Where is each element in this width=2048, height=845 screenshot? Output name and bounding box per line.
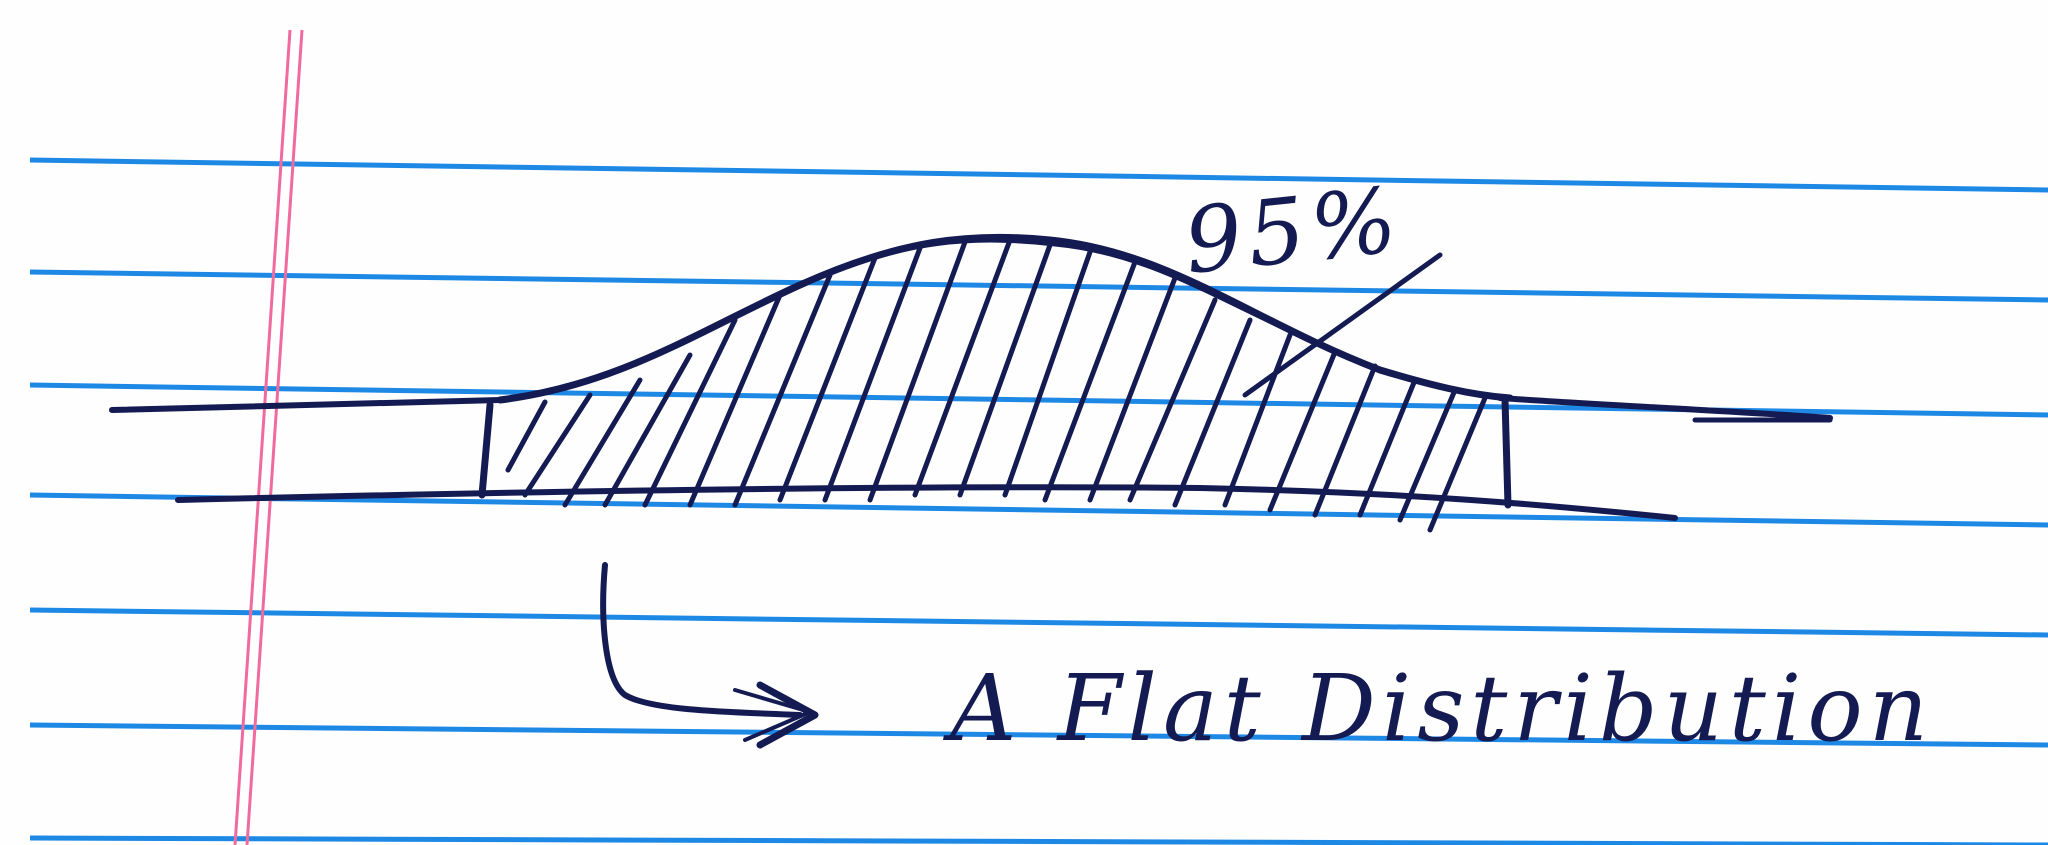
hatch-line (1312, 363, 1378, 518)
ruled-line (29, 722, 2048, 748)
margin-line (245, 29, 304, 845)
hatch-line (505, 399, 548, 473)
diagram-caption: A Flat Distribution (950, 655, 1934, 762)
hatch-line (1127, 297, 1218, 503)
hatch-line (1427, 395, 1488, 533)
label-pointer (1242, 252, 1443, 398)
ruled-line (29, 269, 2048, 303)
hatch-line (1267, 349, 1338, 513)
hatch-line (687, 292, 783, 508)
hatch-line (602, 352, 693, 508)
hatch-line (867, 239, 968, 503)
distribution-curve-retrace (518, 239, 1377, 397)
margin-line (233, 29, 292, 845)
ruled-line (29, 157, 2048, 193)
curve-left-tail (109, 397, 503, 413)
shaded-region (505, 237, 1488, 533)
x-axis (175, 484, 1678, 521)
hatch-line (1042, 259, 1138, 503)
hatch-line (1172, 317, 1253, 508)
hatch-line (1002, 249, 1093, 498)
hatch-line (642, 317, 738, 508)
arrow-icon (600, 562, 819, 749)
hatch-line (562, 377, 643, 508)
hatch-line (912, 237, 1013, 498)
ruled-line (29, 835, 2048, 845)
hatch-line (732, 272, 833, 508)
hatch-line (1397, 387, 1458, 523)
left-bound (478, 401, 494, 499)
hatch-line (522, 392, 593, 498)
hatch-line (1222, 332, 1293, 508)
hatch-line (822, 245, 923, 503)
hatch-line (1357, 377, 1418, 518)
ruled-line (29, 492, 2048, 528)
hatch-line (1087, 275, 1178, 503)
ruled-line (29, 607, 2048, 638)
hatch-line (777, 255, 878, 503)
hatch-line (957, 242, 1053, 498)
margin-lines (233, 29, 304, 845)
right-bound (1501, 396, 1512, 509)
curve-right-tail (1497, 395, 1833, 421)
